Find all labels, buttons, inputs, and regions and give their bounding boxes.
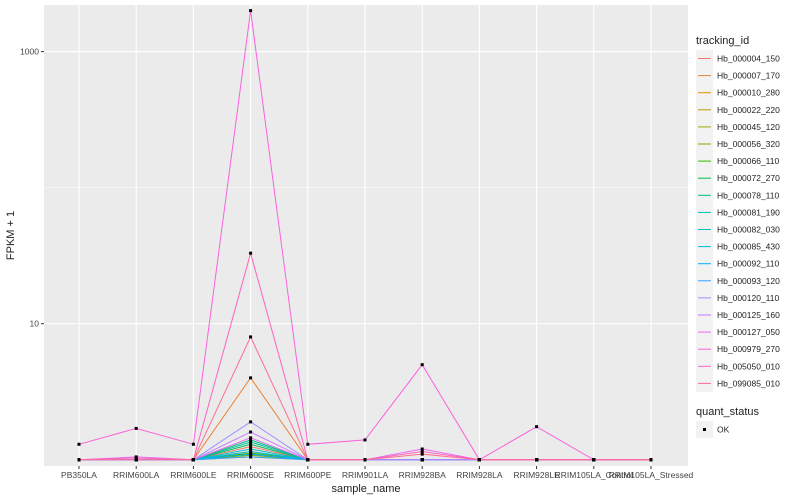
x-tick-label: RRIM928BA <box>399 470 447 480</box>
x-tick-label: PB350LA <box>61 470 97 480</box>
data-point <box>77 442 81 446</box>
data-point <box>306 458 310 462</box>
y-tick-label: 10 <box>30 319 40 329</box>
data-point <box>363 438 367 442</box>
data-point <box>363 458 367 462</box>
data-point <box>249 436 253 440</box>
legend-label: Hb_000072_270 <box>717 173 780 183</box>
data-points <box>77 9 653 462</box>
shape-legend-label: OK <box>717 425 730 435</box>
x-tick-label: RRIM105LA_Control <box>555 470 634 480</box>
data-point <box>535 425 539 429</box>
x-tick-label: RRIM600PE <box>284 470 332 480</box>
data-point <box>420 447 424 451</box>
legend-label: Hb_000010_280 <box>717 88 780 98</box>
legend-label: Hb_000979_270 <box>717 344 780 354</box>
legend-label: Hb_000092_110 <box>717 259 780 269</box>
data-point <box>134 458 138 462</box>
data-point <box>249 430 253 434</box>
legend-label: Hb_005050_010 <box>717 361 780 371</box>
legend-label: Hb_000081_190 <box>717 207 780 217</box>
data-point <box>249 335 253 339</box>
x-axis-title: sample_name <box>331 483 400 495</box>
data-point <box>249 440 253 444</box>
plot-panel <box>44 5 688 466</box>
data-point <box>249 438 253 442</box>
data-point <box>249 420 253 424</box>
data-point <box>191 442 195 446</box>
y-axis-title: FPKM + 1 <box>5 211 17 260</box>
x-axis: PB350LA RRIM600LA RRIM600LE RRIM600SE RRIM60… <box>61 466 694 480</box>
data-point <box>249 447 253 451</box>
legend-label: Hb_000085_430 <box>717 242 780 252</box>
legend-label: Hb_000078_110 <box>717 190 780 200</box>
data-point <box>249 445 253 449</box>
legend-label: Hb_000022_220 <box>717 105 780 115</box>
legend-label: Hb_000007_170 <box>717 71 780 81</box>
data-point <box>249 442 253 446</box>
legend: tracking_id Hb_000004_150 Hb_000007_170 Hb… <box>696 35 780 392</box>
x-tick-label: RRIM928LA <box>456 470 503 480</box>
data-point <box>249 9 253 13</box>
legend-label: Hb_000082_030 <box>717 225 780 235</box>
data-point <box>477 458 481 462</box>
legend-label: Hb_000127_050 <box>717 327 780 337</box>
data-point <box>249 450 253 454</box>
legend-label: Hb_000125_160 <box>717 310 780 320</box>
data-point <box>249 376 253 380</box>
legend-title: tracking_id <box>696 35 749 47</box>
data-point <box>420 458 424 462</box>
data-point <box>649 458 653 462</box>
legend-label: Hb_000004_150 <box>717 54 780 64</box>
data-point <box>306 442 310 446</box>
data-point <box>535 458 539 462</box>
x-tick-label: RRIM600LE <box>170 470 217 480</box>
legend-label: Hb_000045_120 <box>717 122 780 132</box>
data-point <box>592 458 596 462</box>
data-point <box>249 452 253 456</box>
data-point <box>420 452 424 456</box>
data-point <box>420 363 424 367</box>
legend-label: Hb_000120_110 <box>717 293 780 303</box>
y-tick-label: 1000 <box>20 47 39 57</box>
legend-label: Hb_000093_120 <box>717 276 780 286</box>
x-tick-label: RRIM901LA <box>342 470 389 480</box>
legend-label: Hb_099085_010 <box>717 378 780 388</box>
x-tick-label: RRIM105LA_Stressed <box>609 470 694 480</box>
data-point <box>77 458 81 462</box>
shape-legend: quant_status OK <box>696 406 759 438</box>
x-tick-label: RRIM928LE <box>513 470 560 480</box>
data-point <box>249 455 253 459</box>
data-point <box>420 450 424 454</box>
data-point <box>134 456 138 460</box>
legend-label: Hb_000066_110 <box>717 156 780 166</box>
x-tick-label: RRIM600LA <box>113 470 160 480</box>
grid <box>44 5 688 466</box>
x-tick-label: RRIM600SE <box>227 470 275 480</box>
y-axis: 10 1000 <box>20 47 44 329</box>
shape-legend-swatch <box>703 428 706 431</box>
data-point <box>191 458 195 462</box>
shape-legend-title: quant_status <box>696 406 759 418</box>
data-point <box>249 251 253 255</box>
data-point <box>134 426 138 430</box>
legend-label: Hb_000056_320 <box>717 139 780 149</box>
